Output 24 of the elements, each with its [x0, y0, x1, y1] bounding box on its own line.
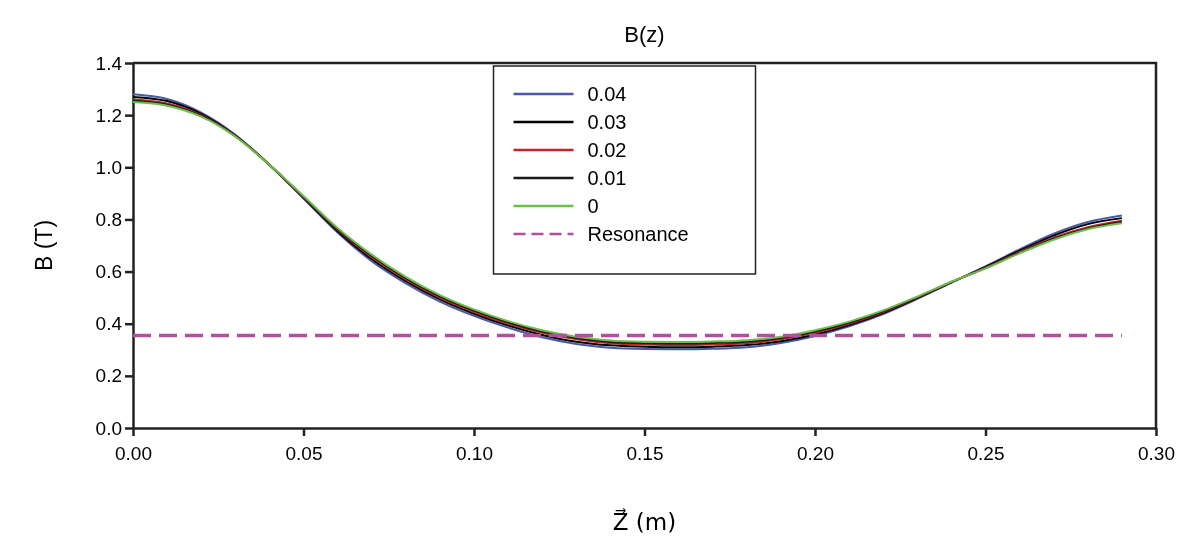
x-tick-label: 0.30	[1138, 442, 1175, 464]
y-tick-label: 0.8	[95, 209, 122, 231]
x-tick-label: 0.20	[797, 442, 834, 464]
legend-label: 0.02	[587, 139, 627, 161]
legend-label: 0.04	[587, 83, 627, 105]
y-axis-title: B (T)	[31, 219, 57, 272]
legend-label: 0	[587, 195, 599, 217]
x-tick-label: 0.00	[115, 442, 152, 464]
y-tick-label: 0.6	[95, 261, 122, 283]
x-tick-label: 0.10	[456, 442, 493, 464]
x-tick-label: 0.25	[967, 442, 1005, 464]
y-tick-label: 0.4	[95, 313, 123, 335]
y-tick-label: 0.0	[95, 417, 122, 439]
y-tick-label: 0.2	[95, 365, 122, 387]
x-tick-label: 0.15	[626, 442, 664, 464]
y-tick-label: 1.0	[95, 156, 122, 178]
x-tick-label: 0.05	[285, 442, 323, 464]
legend-label: 0.03	[587, 111, 627, 133]
legend-label: 0.01	[587, 167, 627, 189]
y-tick-label: 1.2	[95, 104, 122, 126]
y-tick-label: 1.4	[95, 52, 123, 74]
x-axis-title: Z⃗ (m)	[612, 507, 677, 535]
legend-label: Resonance	[587, 223, 689, 245]
chart-title: B(z)	[624, 22, 665, 47]
